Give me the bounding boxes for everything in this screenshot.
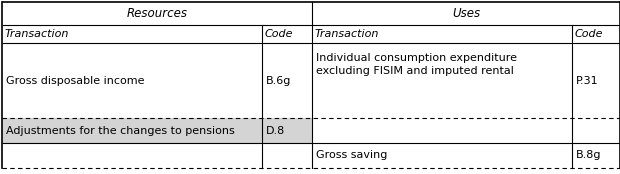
- Bar: [2, 143, 620, 168]
- Text: Gross saving: Gross saving: [316, 151, 388, 160]
- Text: Code: Code: [265, 29, 293, 39]
- Text: Code: Code: [575, 29, 603, 39]
- Bar: [2, 43, 620, 118]
- Text: B.6g: B.6g: [266, 76, 291, 85]
- Text: D.8: D.8: [266, 125, 285, 136]
- Bar: [2, 118, 312, 143]
- Text: Gross disposable income: Gross disposable income: [6, 76, 144, 85]
- Text: excluding FISIM and imputed rental: excluding FISIM and imputed rental: [316, 66, 514, 76]
- Bar: [2, 2, 620, 25]
- Text: Transaction: Transaction: [5, 29, 69, 39]
- Text: Adjustments for the changes to pensions: Adjustments for the changes to pensions: [6, 125, 235, 136]
- Text: B.8g: B.8g: [576, 151, 601, 160]
- Text: P.31: P.31: [576, 76, 599, 85]
- Text: Uses: Uses: [452, 7, 480, 20]
- Bar: [2, 25, 620, 43]
- Bar: [312, 118, 620, 143]
- Text: Individual consumption expenditure: Individual consumption expenditure: [316, 53, 517, 63]
- Text: Resources: Resources: [126, 7, 187, 20]
- Text: Transaction: Transaction: [315, 29, 379, 39]
